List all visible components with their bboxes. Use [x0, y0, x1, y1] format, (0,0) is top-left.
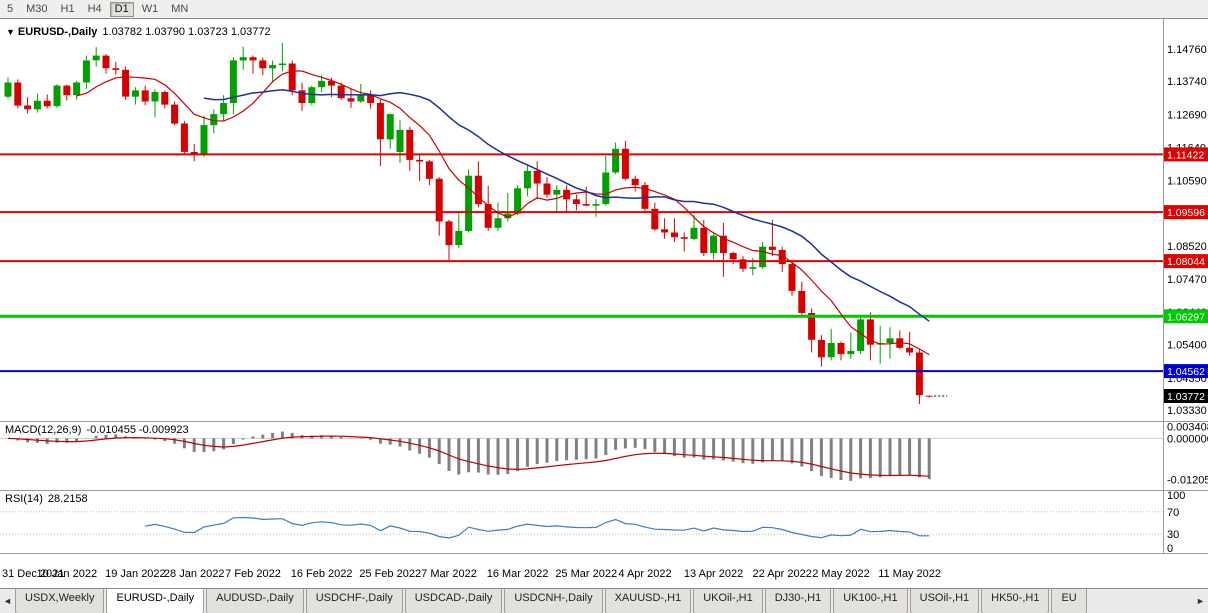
timeframe-toolbar: 5 M30 H1 H4 D1 W1 MN: [0, 0, 1208, 19]
macd-label: MACD(12,26,9): [5, 424, 82, 436]
time-axis-label: 7 Mar 2022: [421, 568, 477, 580]
rsi-value: 28.2158: [47, 493, 88, 505]
macd-axis-label: -0.012058: [1167, 475, 1208, 487]
chart-tab-xauusd-h1[interactable]: XAUUSD-,H1: [604, 589, 692, 613]
rsi-pane-title: RSI(14) 28.2158: [5, 493, 88, 505]
rsi-axis-label: 30: [1167, 529, 1179, 541]
chart-tab-hk50-h1[interactable]: HK50-,H1: [981, 589, 1050, 613]
price-axis-label: 1.14760: [1167, 44, 1207, 56]
time-axis-label: 10 Jan 2022: [37, 568, 98, 580]
rsi-axis-label: 0: [1167, 543, 1173, 555]
time-axis-label: 31 Dec 2021: [2, 568, 64, 580]
macd-axis-label: 0.003408: [1167, 422, 1208, 434]
hline-price-badge: [1164, 254, 1208, 269]
chart-tab-uk100-h1[interactable]: UK100-,H1: [833, 589, 908, 613]
pane-frame: [0, 19, 1208, 554]
tab-scroll-right-button[interactable]: ►: [1193, 591, 1208, 610]
moving-average-21: [203, 89, 930, 322]
time-axis-label: 25 Mar 2022: [555, 568, 617, 580]
timeframe-button-m30[interactable]: M30: [26, 2, 48, 15]
tab-scroll-left-button[interactable]: ◄: [3, 595, 12, 606]
time-axis-label: 16 Feb 2022: [291, 568, 353, 580]
price-axis-label: 1.10590: [1167, 176, 1207, 188]
hline-price-badge: [1164, 147, 1208, 162]
hline-price-badge: [1164, 205, 1208, 220]
hline-price-badge: [1164, 309, 1208, 324]
moving-averages-layer: [76, 70, 930, 356]
current-price-badge: [1164, 389, 1208, 403]
time-axis-label: 2 May 2022: [812, 568, 869, 580]
moving-average-8: [76, 70, 930, 356]
macd-values: -0.010455 -0.009923: [86, 424, 189, 436]
hline-price-badge-text: 1.11422: [1167, 149, 1204, 161]
hline-price-badge-text: 1.06297: [1167, 311, 1205, 323]
price-axis[interactable]: 1.147601.137401.126901.116401.105901.095…: [1167, 44, 1208, 555]
chart-tab-usdcad-daily[interactable]: USDCAD-,Daily: [404, 589, 503, 613]
hline-price-badge-text: 1.08044: [1167, 256, 1205, 268]
chart-tab-usoil-h1[interactable]: USOil-,H1: [909, 589, 980, 613]
rsi-layer: [0, 511, 1163, 539]
timeframe-button-mn[interactable]: MN: [171, 2, 189, 15]
chart-tab-ukoil-h1[interactable]: UKOil-,H1: [693, 589, 763, 613]
macd-layer: [0, 431, 1163, 481]
rsi-line: [145, 516, 930, 539]
hline-price-badge: [1164, 364, 1208, 379]
timeframe-button-d1[interactable]: D1: [109, 1, 134, 17]
chart-tab-usdcnh-daily[interactable]: USDCNH-,Daily: [504, 589, 603, 613]
chart-tabbar: ◄ USDX,Weekly EURUSD-,Daily AUDUSD-,Daily U…: [0, 588, 1208, 613]
chart-ohlc-values: 1.03782 1.03790 1.03723 1.03772: [102, 26, 271, 38]
time-axis-label: 4 Apr 2022: [618, 568, 671, 580]
chart-title: ▼ EURUSD-,Daily 1.03782 1.03790 1.03723 1.…: [6, 26, 271, 38]
chart-tab-dj30-h1[interactable]: DJ30-,H1: [764, 589, 832, 613]
chart-tab-eu[interactable]: EU: [1051, 589, 1087, 613]
macd-axis-label: 0.000000: [1167, 433, 1208, 445]
time-axis-label: 28 Jan 2022: [164, 568, 225, 580]
chart-tab-eurusd-daily[interactable]: EURUSD-,Daily: [106, 589, 205, 613]
price-axis-label: 1.08520: [1167, 241, 1207, 253]
timeframe-button-5[interactable]: 5: [7, 2, 14, 15]
macd-signal-line: [7, 435, 930, 477]
price-axis-label: 1.03330: [1167, 405, 1207, 417]
hline-price-badge-text: 1.09596: [1167, 207, 1205, 219]
rsi-label: RSI(14): [5, 493, 43, 505]
price-chart-canvas[interactable]: 1.147601.137401.126901.116401.105901.095…: [0, 19, 1208, 588]
time-axis-label: 25 Feb 2022: [359, 568, 421, 580]
one-click-trading-arrow[interactable]: ▼: [6, 27, 15, 37]
time-axis-label: 11 May 2022: [878, 568, 941, 580]
time-axis-label: 19 Jan 2022: [105, 568, 166, 580]
price-badges: 1.11422 1.09596 1.08044 1.06297 1.04562 1.037…: [1164, 147, 1208, 403]
time-axis-label: 7 Feb 2022: [225, 568, 281, 580]
timeframe-button-h4[interactable]: H4: [87, 2, 102, 15]
macd-pane-title: MACD(12,26,9) -0.010455 -0.009923: [5, 424, 189, 436]
timeframe-button-w1[interactable]: W1: [141, 2, 159, 15]
hline-price-badge-text: 1.04562: [1167, 366, 1205, 378]
rsi-axis-label: 70: [1167, 507, 1179, 519]
price-axis-label: 1.05400: [1167, 340, 1207, 352]
timeframe-button-h1[interactable]: H1: [60, 2, 75, 15]
time-axis-label: 16 Mar 2022: [487, 568, 549, 580]
time-axis-label: 22 Apr 2022: [753, 568, 812, 580]
price-axis-label: 1.13740: [1167, 76, 1207, 88]
tab-list: USDX,Weekly EURUSD-,Daily AUDUSD-,Daily USD…: [15, 589, 1193, 613]
chart-window[interactable]: 1.147601.137401.126901.116401.105901.095…: [0, 19, 1208, 588]
price-axis-label: 1.07470: [1167, 274, 1207, 286]
candles-layer: [4, 43, 933, 404]
horizontal-lines-layer[interactable]: [0, 153, 1163, 397]
current-price-badge-text: 1.03772: [1167, 391, 1205, 403]
rsi-axis-label: 100: [1167, 490, 1185, 502]
chart-tab-usdx-weekly[interactable]: USDX,Weekly: [15, 589, 105, 613]
chart-tab-usdchf-daily[interactable]: USDCHF-,Daily: [305, 589, 403, 613]
time-axis-label: 13 Apr 2022: [684, 568, 743, 580]
chart-tab-audusd-daily[interactable]: AUDUSD-,Daily: [206, 589, 304, 613]
chart-symbol-label: EURUSD-,Daily: [17, 26, 98, 38]
price-axis-label: 1.12690: [1167, 109, 1207, 121]
